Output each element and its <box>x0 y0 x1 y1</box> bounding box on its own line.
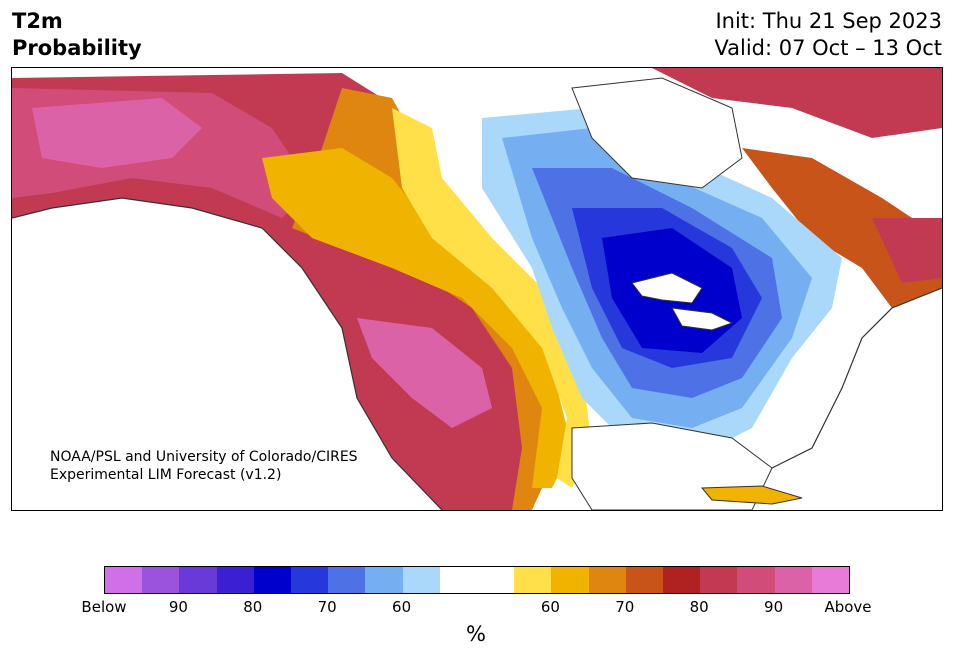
colorbar-segment <box>774 567 812 593</box>
colorbar-segment <box>216 567 254 593</box>
colorbar-tick-label: 70 <box>615 598 635 616</box>
colorbar-tick-label: 80 <box>689 598 709 616</box>
above-band-yellow <box>262 148 572 488</box>
colorbar-tick-label: 60 <box>540 598 560 616</box>
forecast-dates: Init: Thu 21 Sep 2023 Valid: 07 Oct – 13… <box>714 8 942 62</box>
colorbar <box>104 566 850 594</box>
colorbar-unit: % <box>466 622 486 646</box>
colorbar-segment <box>142 567 180 593</box>
colorbar-segment <box>737 567 775 593</box>
colorbar-segment <box>105 567 143 593</box>
colorbar-segment <box>663 567 701 593</box>
colorbar-segment <box>365 567 403 593</box>
colorbar-segment <box>291 567 329 593</box>
colorbar-segment <box>253 567 292 593</box>
credit-text: NOAA/PSL and University of Colorado/CIRE… <box>50 448 358 484</box>
above-region-alaska-peak <box>32 98 202 168</box>
colorbar-segment <box>179 567 217 593</box>
init-date: Init: Thu 21 Sep 2023 <box>715 9 942 33</box>
colorbar-segment <box>402 567 440 593</box>
colorbar-tick-label: 70 <box>317 598 337 616</box>
colorbar-segment <box>588 567 626 593</box>
probability-map: NOAA/PSL and University of Colorado/CIRE… <box>11 67 943 511</box>
above-region-southwest-peak <box>357 318 492 428</box>
colorbar-segment <box>514 567 552 593</box>
colorbar-tick-label: Above <box>824 598 872 616</box>
colorbar-segment <box>477 567 515 593</box>
colorbar-segment <box>811 567 850 593</box>
title-quantity: Probability <box>12 36 142 60</box>
above-region-arctic <box>652 68 942 138</box>
colorbar-segment <box>439 567 478 593</box>
valid-range: Valid: 07 Oct – 13 Oct <box>714 36 942 60</box>
hudson-bay <box>571 77 743 189</box>
coastline <box>12 197 942 510</box>
colorbar-tick-label: 60 <box>392 598 412 616</box>
above-band-light-yellow <box>392 108 592 488</box>
colorbar-segment <box>700 567 738 593</box>
colorbar-tick-label: Below <box>81 598 127 616</box>
colorbar-tick-label: 80 <box>243 598 263 616</box>
colorbar-tick-label: 90 <box>168 598 188 616</box>
colorbar-tick-label: 90 <box>764 598 784 616</box>
above-region-northeast-core <box>872 218 942 283</box>
above-region-northeast <box>742 148 942 308</box>
colorbar-segment <box>625 567 664 593</box>
colorbar-segment <box>328 567 366 593</box>
title-variable: T2m <box>12 9 63 33</box>
great-lakes <box>631 272 734 331</box>
chart-title: T2m Probability <box>12 8 142 62</box>
cuba <box>700 485 803 505</box>
colorbar-ticks: Below 90 80 70 60 60 70 80 90 Above <box>81 598 871 618</box>
credit-line-1: NOAA/PSL and University of Colorado/CIRE… <box>50 449 358 465</box>
colorbar-segment <box>551 567 589 593</box>
credit-line-2: Experimental LIM Forecast (v1.2) <box>50 467 282 483</box>
map-canvas <box>12 68 942 510</box>
